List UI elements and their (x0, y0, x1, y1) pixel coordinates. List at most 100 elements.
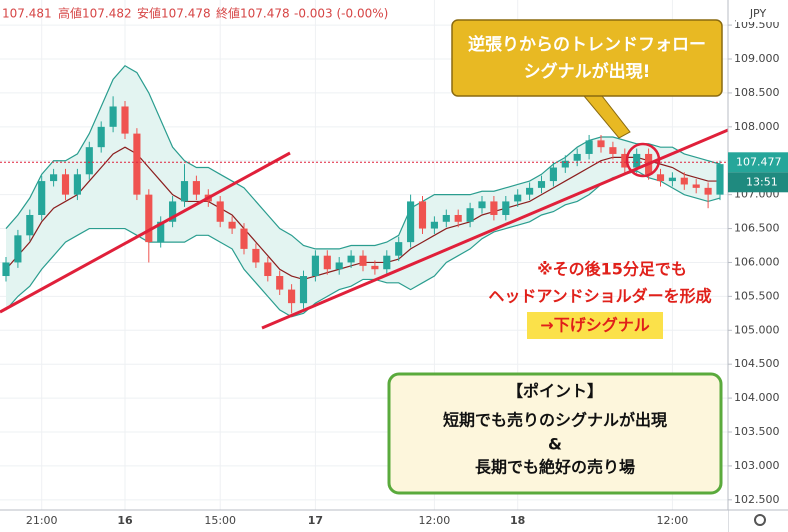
candle-body (418, 201, 427, 229)
candle-body (514, 194, 522, 202)
last-price-tag (728, 152, 788, 173)
candle-body (371, 265, 379, 270)
countdown: 13:51 (746, 175, 778, 188)
candle-body (537, 181, 546, 188)
header-close: 終値107.478 (216, 6, 290, 21)
candle-body (656, 174, 665, 182)
note-highlight (527, 312, 663, 339)
header: 107.481 高値107.482 安値107.478 終値107.478 -0… (2, 6, 388, 21)
signal-text: 逆張りからのトレンドフォロー (468, 34, 706, 55)
candle-body (157, 221, 165, 243)
x-tick-label: 16 (117, 514, 133, 527)
y-tick-label: 105.000 (734, 323, 780, 336)
candle-body (668, 177, 676, 182)
candle-body (26, 214, 34, 236)
candle-body (466, 208, 474, 222)
x-tick-label: 17 (308, 514, 323, 527)
candle-body (478, 201, 486, 209)
highlight-circle (625, 142, 661, 178)
candle-body (50, 174, 58, 182)
candle-body (335, 262, 343, 270)
header-open: 107.481 (2, 7, 52, 21)
candle-body (323, 255, 331, 270)
last-price-label: 107.477 (736, 155, 782, 168)
point-box (387, 372, 723, 495)
candle-body (145, 194, 153, 243)
candle-body (192, 181, 200, 195)
candle-body (490, 201, 498, 215)
candle-body (716, 164, 724, 195)
x-tick-label: 12:00 (419, 514, 451, 527)
candle-body (121, 106, 129, 134)
y-tick-label: 103.500 (734, 425, 780, 438)
candle-body (430, 221, 438, 229)
time-axis (0, 510, 728, 532)
plot-area (0, 65, 728, 318)
y-tick-label: 105.500 (734, 289, 780, 302)
candle-body (276, 276, 284, 290)
candle-body (311, 255, 319, 277)
candle-body (573, 153, 581, 161)
candle-body (240, 228, 248, 249)
candle-body (561, 160, 569, 168)
candle-body (597, 140, 605, 148)
header-low: 安値107.478 (137, 6, 211, 21)
candle-body (395, 242, 403, 256)
trend-line (0, 151, 291, 314)
header-change: -0.003 (-0.00%) (294, 7, 388, 21)
candle-body (383, 255, 391, 270)
point-text: & (548, 435, 562, 454)
y-tick-label: 106.500 (734, 222, 780, 235)
y-tick-label: 103.000 (734, 459, 780, 472)
candle-body (14, 235, 22, 263)
x-tick-label: 12:00 (657, 514, 689, 527)
point-text: 短期でも売りのシグナルが出現 (443, 411, 667, 430)
point-text: 長期でも絶好の売り場 (475, 458, 635, 477)
y-tick-label: 109.000 (734, 52, 780, 65)
gear[interactable] (754, 514, 766, 526)
candle-body (442, 214, 450, 222)
y-tick-label: 108.500 (734, 86, 780, 99)
axes: 102.500 103.000 103.500 104.000 104.500 105.0… (26, 18, 788, 527)
candle-body (621, 153, 629, 168)
note-text: ※その後15分足でも (537, 260, 687, 279)
y-tick-label: 108.000 (734, 120, 780, 133)
y-tick-label: 104.500 (734, 357, 780, 370)
signal-box (451, 19, 723, 97)
candle-body (2, 262, 10, 277)
x-tick-label: 18 (510, 514, 525, 527)
x-tick-label: 21:00 (26, 514, 58, 527)
y-tick-label: 106.000 (734, 255, 780, 268)
candle-body (38, 181, 46, 215)
candle-body (359, 255, 367, 266)
candle-body (633, 153, 641, 168)
currency-bg (736, 4, 780, 22)
candle-body (347, 255, 355, 263)
candle-body (109, 106, 117, 127)
candle-body (407, 201, 415, 243)
countdown-tag (728, 172, 788, 193)
currency: JPY (749, 7, 767, 20)
note-text: ヘッドアンドショルダーを形成 (488, 287, 711, 306)
y-tick-label: 102.500 (734, 493, 780, 506)
trend-line (261, 128, 729, 330)
signal-text: シグナルが出現! (524, 61, 651, 82)
candle-body (180, 181, 189, 202)
candle-body (692, 184, 700, 188)
candle-body (299, 276, 308, 304)
candle-body (133, 133, 141, 195)
candle-body (526, 187, 534, 195)
settings-icon[interactable] (754, 514, 766, 526)
candle-body (680, 177, 688, 185)
candle-body (502, 201, 510, 215)
candle-body (169, 201, 177, 222)
candle-body (61, 174, 70, 195)
candle-body (228, 221, 236, 229)
y-tick-label: 104.000 (734, 391, 780, 404)
candle-body (216, 201, 224, 222)
header-high: 高値107.482 (58, 6, 132, 21)
note-text: →下げシグナル (540, 316, 649, 335)
candle-body (97, 126, 105, 148)
candle-body (252, 248, 260, 263)
